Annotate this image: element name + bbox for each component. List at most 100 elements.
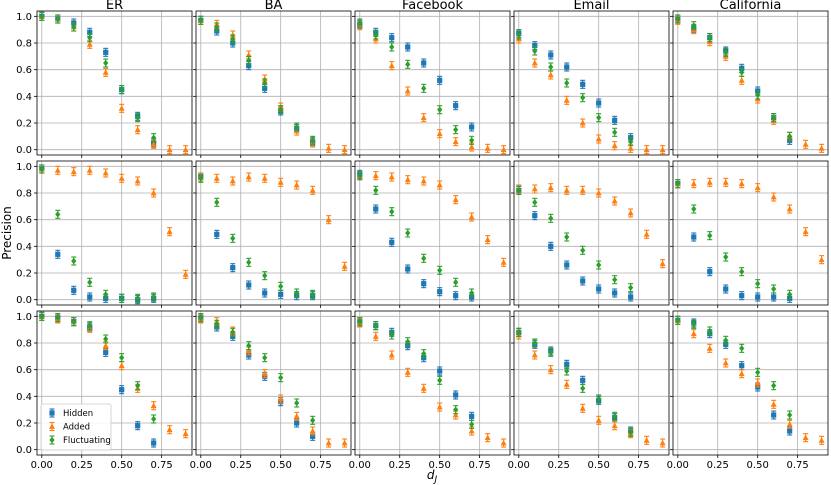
x-tick-label: 0.00	[190, 460, 212, 471]
point-fluctuating-4	[262, 79, 268, 87]
point-added-1	[531, 351, 538, 358]
point-added-4	[420, 385, 427, 391]
point-added-6	[452, 411, 459, 418]
point-added-4	[579, 187, 586, 193]
point-added-6	[452, 196, 459, 203]
point-hidden-6	[612, 290, 618, 296]
point-fluctuating-6	[771, 285, 777, 293]
point-hidden-4	[580, 377, 586, 383]
point-fluctuating-1	[55, 15, 61, 23]
point-fluctuating-5	[437, 267, 443, 274]
point-added-4	[102, 69, 109, 75]
point-fluctuating-4	[421, 85, 427, 92]
point-added-3	[404, 87, 411, 94]
point-fluctuating-3	[723, 253, 729, 261]
point-added-9	[818, 145, 825, 151]
x-tick-label: 0.50	[270, 460, 292, 471]
point-fluctuating-7	[628, 429, 634, 436]
point-hidden-7	[628, 294, 634, 300]
point-fluctuating-5	[755, 280, 761, 287]
point-added-8	[166, 146, 173, 153]
point-fluctuating-5	[119, 295, 125, 302]
panel-lptv-email-frame	[513, 10, 670, 156]
column-title-ba: BA	[265, 0, 283, 13]
point-fluctuating-4	[580, 94, 586, 101]
point-added-7	[150, 141, 157, 147]
legend-label-hidden: Hidden	[63, 409, 93, 419]
point-fluctuating-7	[469, 137, 475, 144]
point-hidden-4	[103, 349, 109, 355]
point-fluctuating-0	[39, 313, 45, 320]
point-added-5	[118, 362, 125, 369]
panel-pearson-ba: 0.00 0.25 0.50 0.75	[190, 310, 352, 471]
point-added-3	[563, 97, 570, 103]
legend: Hidden Added Fluctuating	[40, 403, 112, 451]
point-fluctuating-2	[71, 23, 77, 31]
point-fluctuating-2	[71, 257, 77, 265]
panel-lptv-facebook	[352, 10, 511, 158]
point-hidden-7	[787, 428, 793, 434]
point-added-8	[325, 145, 332, 151]
point-fluctuating-3	[405, 338, 411, 345]
point-added-1	[690, 180, 697, 187]
point-added-2	[388, 351, 395, 358]
point-fluctuating-3	[246, 342, 252, 349]
point-hidden-1	[532, 43, 538, 49]
point-added-4	[420, 114, 427, 121]
point-fluctuating-6	[294, 399, 300, 407]
panel-pearson-facebook-frame	[354, 310, 511, 456]
point-hidden-4	[580, 81, 586, 87]
point-fluctuating-2	[230, 235, 236, 242]
legend-marker-added	[49, 423, 55, 429]
point-added-9	[500, 146, 507, 153]
point-hidden-2	[548, 52, 554, 58]
point-fluctuating-6	[135, 382, 141, 389]
x-tick-label: 0.00	[31, 460, 53, 471]
point-fluctuating-7	[151, 415, 157, 423]
point-added-1	[54, 167, 61, 173]
legend-label-fluctuating: Fluctuating	[63, 436, 111, 446]
point-hidden-5	[437, 289, 443, 295]
point-hidden-3	[723, 286, 729, 292]
panel-gmla-ba-frame	[195, 160, 352, 306]
point-added-7	[627, 209, 634, 216]
x-tick-label: 0.25	[707, 460, 729, 471]
point-added-9	[341, 439, 348, 446]
y-tick-label: 0.4	[16, 392, 32, 403]
panel-pearson-ba-frame	[195, 310, 352, 456]
point-fluctuating-4	[739, 268, 745, 275]
point-fluctuating-0	[675, 180, 681, 187]
y-tick-label: 0.6	[16, 365, 32, 376]
point-fluctuating-7	[628, 284, 634, 291]
x-tick-label: 0.75	[151, 460, 173, 471]
y-tick-label: 0.8	[16, 39, 32, 50]
point-added-9	[341, 146, 348, 153]
point-added-7	[150, 402, 157, 409]
point-added-3	[722, 359, 729, 366]
point-added-7	[468, 213, 475, 220]
point-hidden-3	[564, 64, 570, 70]
point-added-4	[579, 405, 586, 411]
y-tick-label: 0.4	[16, 92, 32, 103]
x-tick-label: 0.75	[310, 460, 332, 471]
point-fluctuating-4	[103, 335, 109, 343]
point-fluctuating-6	[135, 114, 141, 121]
point-added-8	[484, 145, 491, 151]
panel-lptv-california-frame	[672, 10, 829, 156]
point-fluctuating-1	[373, 187, 379, 194]
point-hidden-4	[421, 60, 427, 66]
point-fluctuating-7	[628, 138, 634, 145]
y-tick-label: 0.4	[16, 242, 32, 253]
point-hidden-6	[294, 420, 300, 426]
x-tick-label: 0.25	[548, 460, 570, 471]
panel-gmla-er-grid	[37, 161, 192, 305]
panel-gmla-california-frame	[672, 160, 829, 306]
point-hidden-3	[246, 63, 252, 69]
point-fluctuating-7	[469, 289, 475, 297]
panel-lptv-california-grid	[673, 11, 828, 155]
point-fluctuating-2	[548, 63, 554, 71]
point-added-4	[261, 370, 268, 377]
point-added-3	[722, 179, 729, 185]
point-hidden-5	[437, 77, 443, 83]
point-hidden-4	[580, 278, 586, 284]
